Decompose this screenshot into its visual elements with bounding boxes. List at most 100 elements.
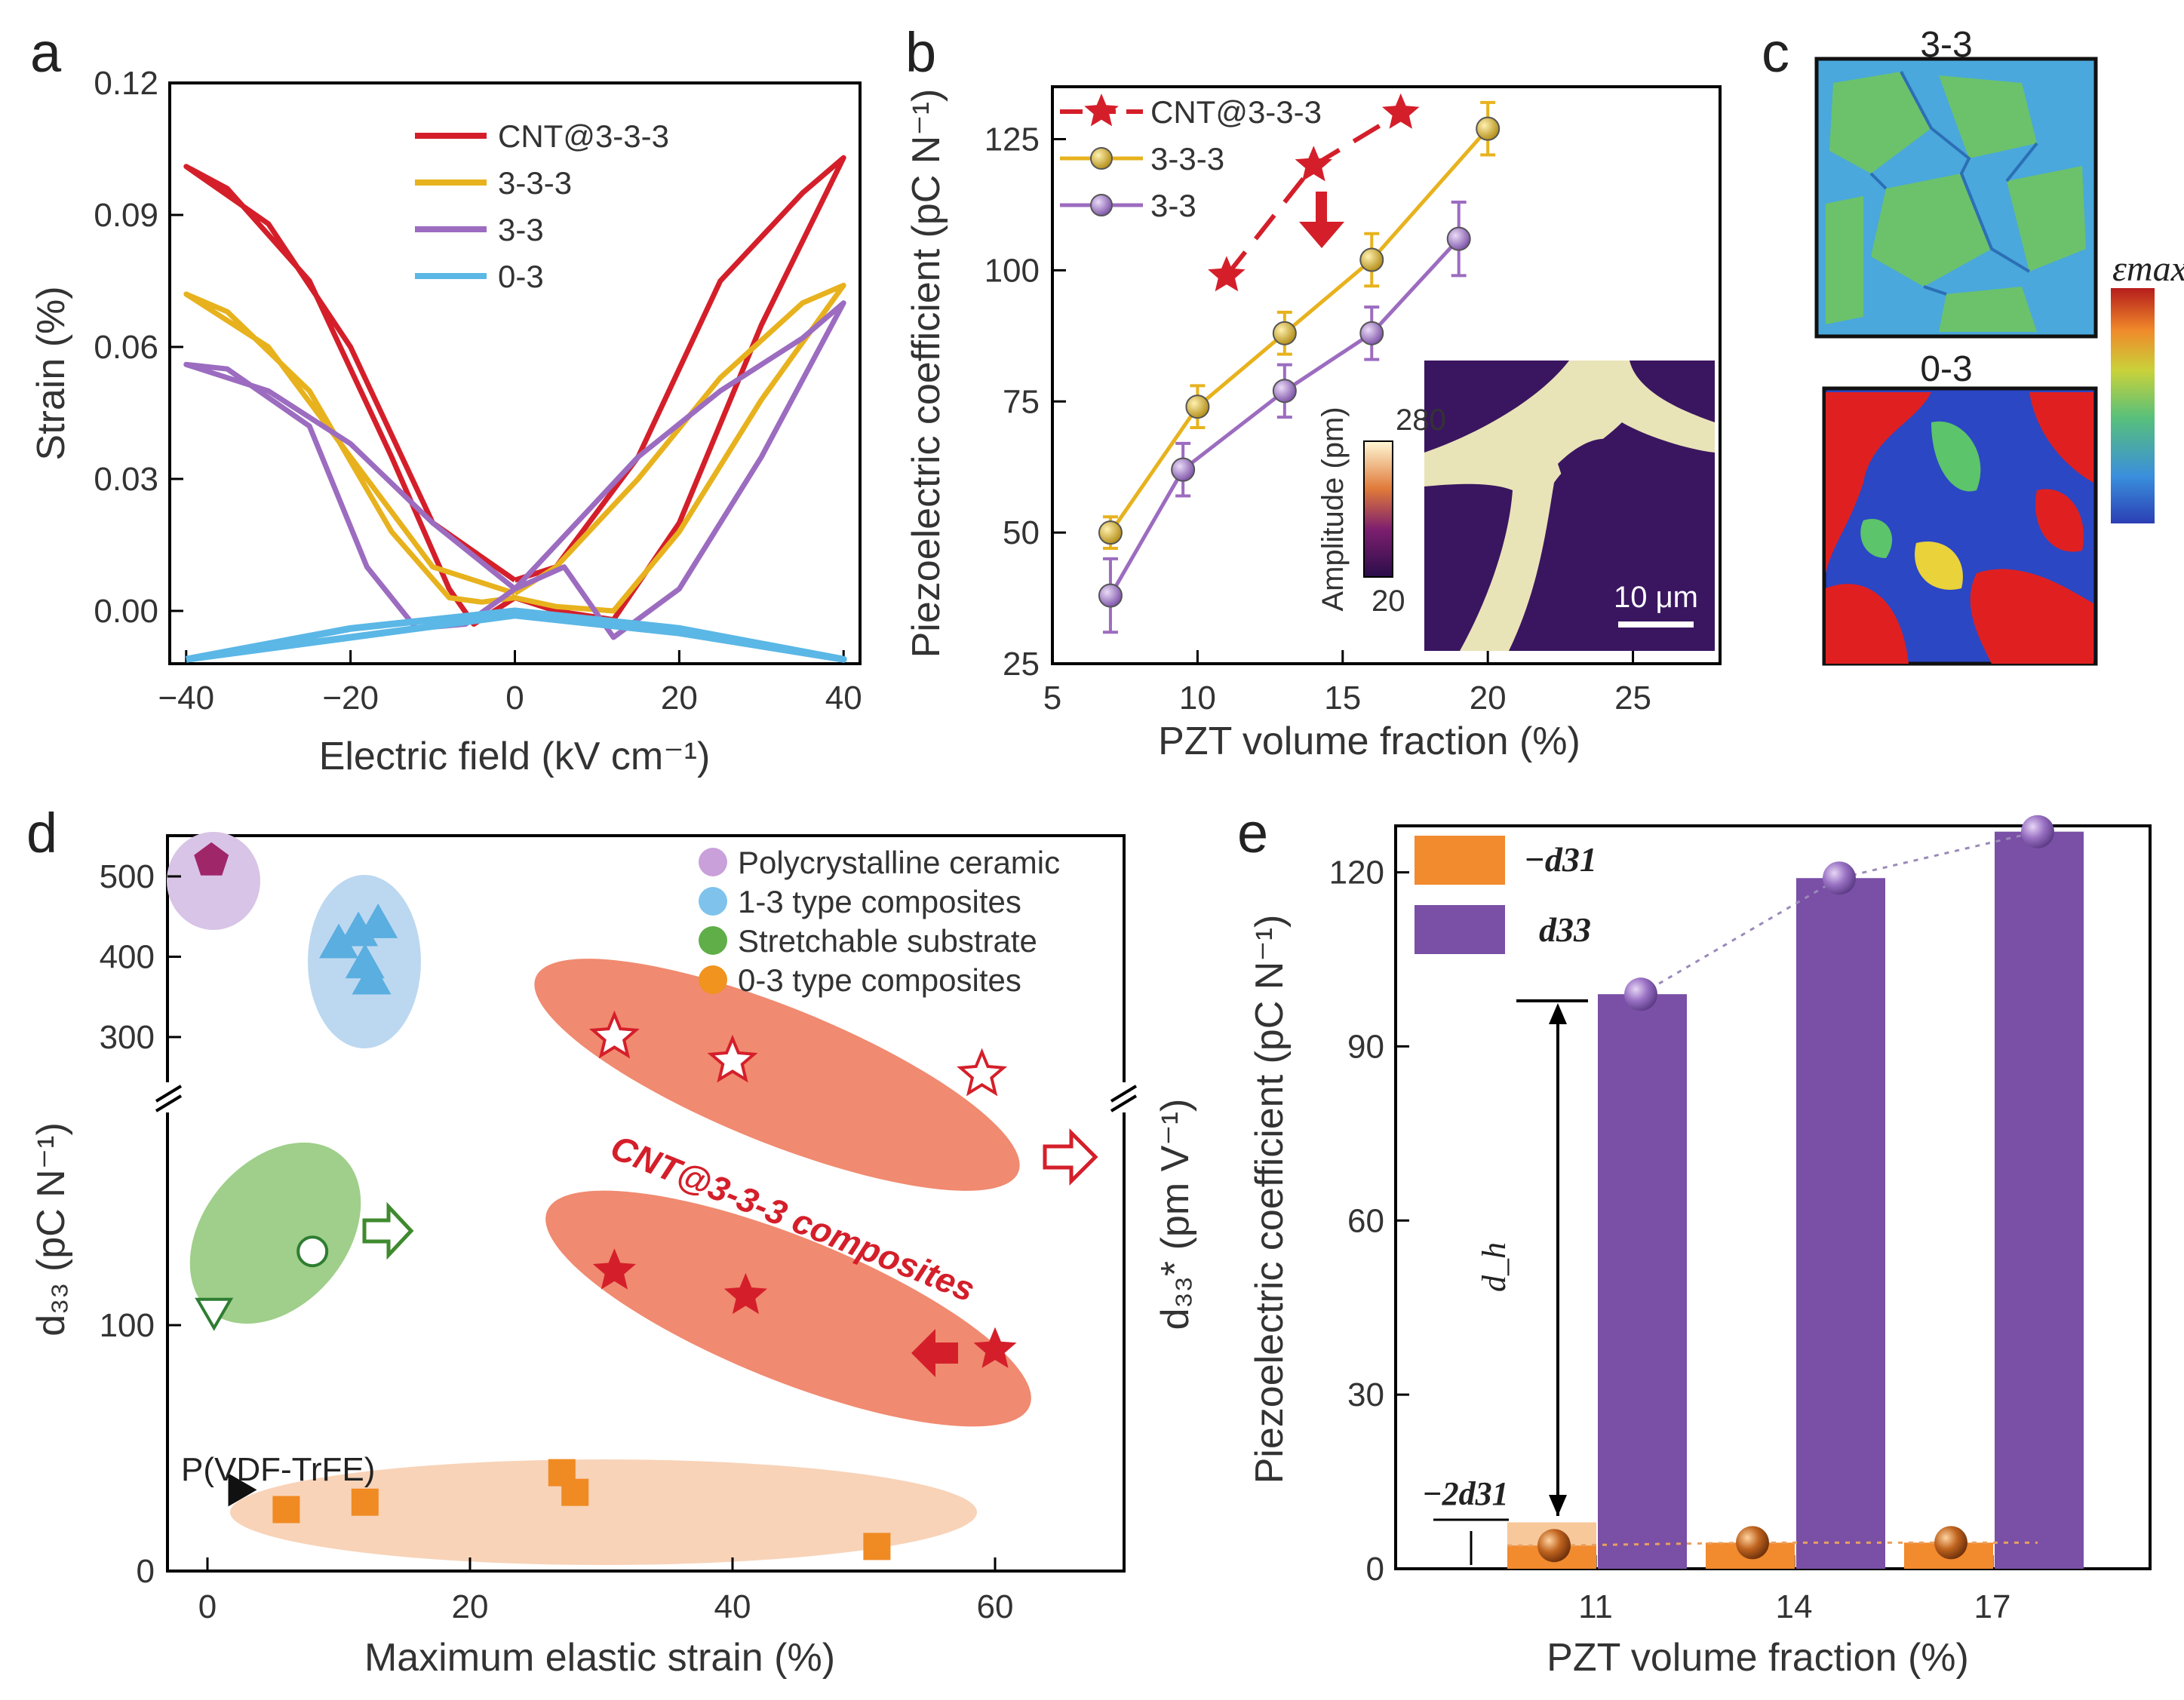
panel-b-point-t333 — [1359, 247, 1384, 272]
ball-d31 — [1934, 1526, 1967, 1560]
panel-d-x-tick-label: 40 — [714, 1588, 751, 1625]
marker-cnt-filled-star — [723, 1272, 767, 1315]
panel-a-legend-label: 3-3-3 — [498, 165, 572, 201]
panel-e-xlabel: PZT volume fraction (%) — [1547, 1636, 1969, 1680]
marker-stretchable-circle — [296, 1235, 329, 1268]
panel-a-y-tick-label: 0.06 — [94, 329, 158, 366]
panel-b-point-t33 — [1098, 583, 1123, 608]
bar-d33 — [1995, 831, 2084, 1569]
panel-e-y-tick-label: 0 — [1366, 1551, 1384, 1588]
panel-b-point-t33 — [1171, 457, 1196, 482]
ball-d33 — [2021, 815, 2054, 848]
panel-b-y-tick-label: 50 — [1003, 514, 1040, 551]
marker-cnt-filled-star — [973, 1327, 1017, 1368]
panel-d-y-tick-label: 500 — [100, 858, 155, 895]
panel-b-point-t33 — [1446, 226, 1471, 251]
inset-hole — [1558, 438, 1614, 475]
panel-b-y-tick-label: 75 — [1003, 383, 1040, 420]
ball-d33 — [1823, 861, 1856, 895]
panel-a-series-t333 — [183, 282, 846, 614]
panel-b-cnt-star — [1208, 256, 1246, 292]
panel-b-ylabel: Piezoelectric coefficient (pC N⁻¹) — [905, 89, 948, 658]
marker-cnt-filled-star — [592, 1248, 636, 1290]
ball-d33 — [1624, 977, 1657, 1011]
panel-c-colorbar — [2111, 288, 2155, 523]
panel-b-legend-label: CNT@3-3-3 — [1150, 94, 1322, 130]
panel-d-legend-label: 1-3 type composites — [738, 884, 1021, 919]
panel-b-legend-label: 3-3-3 — [1150, 141, 1224, 176]
panel-e-legend-swatch-d33 — [1415, 905, 1505, 954]
panel-e-ylabel: Piezoelectric coefficient (pC N⁻¹) — [1248, 915, 1292, 1484]
panel-e-x-tick-label: 17 — [1974, 1588, 2011, 1625]
panel-b-y-tick-label: 100 — [984, 252, 1040, 289]
panel-d-ylabel: d₃₃ (pC N⁻¹) — [29, 1122, 73, 1336]
panel-e-legend-label: d33 — [1539, 910, 1591, 949]
two-d31-label: −2d31 — [1422, 1475, 1509, 1512]
ball-d31 — [1736, 1526, 1769, 1560]
panel-a-y-ticks: 0.00 0.03 0.06 0.09 0.12 — [94, 65, 183, 630]
panel-a-xlabel: Electric field (kV cm⁻¹) — [319, 735, 711, 778]
panel-d-markers — [194, 842, 1017, 1560]
panel-b-legend-marker — [1090, 147, 1113, 170]
ellipse-0-3-composites — [230, 1459, 977, 1565]
panel-b-legend: CNT@3-3-3 3-3-3 3-3 — [1060, 94, 1322, 223]
panel-b-point-t33 — [1359, 321, 1384, 345]
panel-e-y-tick-label: 60 — [1347, 1202, 1384, 1239]
panel-d-ylabel-right: d₃₃* (pm V⁻¹) — [1153, 1099, 1197, 1330]
panel-b-x-tick-label: 25 — [1614, 680, 1651, 717]
panel-b-y-ticks: 25 50 75 100 125 — [984, 121, 1066, 683]
pvdf-label: P(VDF-TrFE) — [181, 1451, 375, 1488]
panel-a-legend-label: 0-3 — [498, 259, 544, 294]
panel-b-point-t333 — [1185, 394, 1210, 419]
marker-1-3-composite — [352, 959, 392, 995]
dh-label: d_h — [1476, 1242, 1513, 1292]
marker-0-3-composite — [351, 1488, 379, 1516]
panel-b-y-tick-label: 25 — [1003, 646, 1040, 683]
panel-a-series-t03 — [185, 607, 847, 663]
marker-cnt-hollow-star — [588, 1010, 640, 1059]
bar-d33 — [1598, 994, 1687, 1569]
panel-a-x-tick-label: −40 — [158, 680, 214, 717]
panel-label-e: e — [1237, 802, 1268, 864]
cnt-right-arrow-icon — [1043, 1128, 1098, 1186]
panel-e-y-tick-label: 30 — [1347, 1376, 1384, 1413]
panel-e: e 11 14 17 0 30 60 90 120 −d31 d33 d_h −2d31 PZ… — [1237, 802, 2152, 1680]
panel-e-x-tick-label: 14 — [1776, 1588, 1813, 1625]
panel-d-y-tick-label: 400 — [100, 939, 155, 976]
marker-polycrystalline — [194, 842, 229, 876]
ellipse-cnt-d33 — [545, 1190, 1031, 1427]
panel-b-cnt-star — [1295, 146, 1332, 182]
panel-e-legend-label: −d31 — [1524, 840, 1597, 879]
panel-b-point-t33 — [1272, 379, 1297, 404]
panel-b-series — [1098, 93, 1501, 634]
panel-a: a −40 −20 0 20 40 0.00 0.03 0.06 0.09 0.12 CNT@3… — [29, 21, 862, 778]
panel-d-ellipses — [167, 832, 1031, 1565]
inset-cbar-max: 280 — [1396, 404, 1446, 437]
panel-d-axis-breaks — [155, 1082, 1138, 1112]
panel-d-y-ticks: 0 100 300 400 500 — [100, 858, 181, 1590]
panel-b-point-t333 — [1272, 321, 1297, 345]
marker-0-3-composite — [863, 1533, 891, 1560]
panel-d-y-tick-label: 100 — [100, 1307, 155, 1344]
panel-b-xlabel: PZT volume fraction (%) — [1158, 720, 1580, 763]
inset-cbar-label: Amplitude (pm) — [1316, 407, 1350, 611]
panel-d-xlabel: Maximum elastic strain (%) — [364, 1636, 835, 1680]
panel-d-legend-marker — [699, 848, 727, 876]
panel-a-legend-label: 3-3 — [498, 212, 544, 247]
panel-d-x-ticks: 0 20 40 60 — [198, 1557, 1013, 1625]
panel-d-x-tick-label: 20 — [452, 1588, 489, 1625]
panel-d-x-tick-label: 0 — [198, 1588, 217, 1625]
panel-e-x-tick-label: 11 — [1578, 1588, 1613, 1625]
panel-label-a: a — [30, 21, 62, 84]
cnt-left-arrow-icon — [911, 1329, 958, 1377]
panel-b-x-ticks: 5 10 15 20 25 — [1043, 650, 1651, 717]
panel-e-y-tick-label: 120 — [1329, 855, 1384, 891]
panel-label-c: c — [1762, 21, 1789, 84]
panel-d-legend: Polycrystalline ceramic 1-3 type composit… — [699, 845, 1060, 998]
panel-c-map-top — [1814, 57, 2098, 339]
panel-d-axes-frame — [166, 834, 1126, 1573]
d33-dotted-line — [1640, 830, 2038, 996]
panel-d-y-tick-label: 0 — [137, 1553, 155, 1590]
panel-a-y-tick-label: 0.03 — [94, 461, 158, 498]
